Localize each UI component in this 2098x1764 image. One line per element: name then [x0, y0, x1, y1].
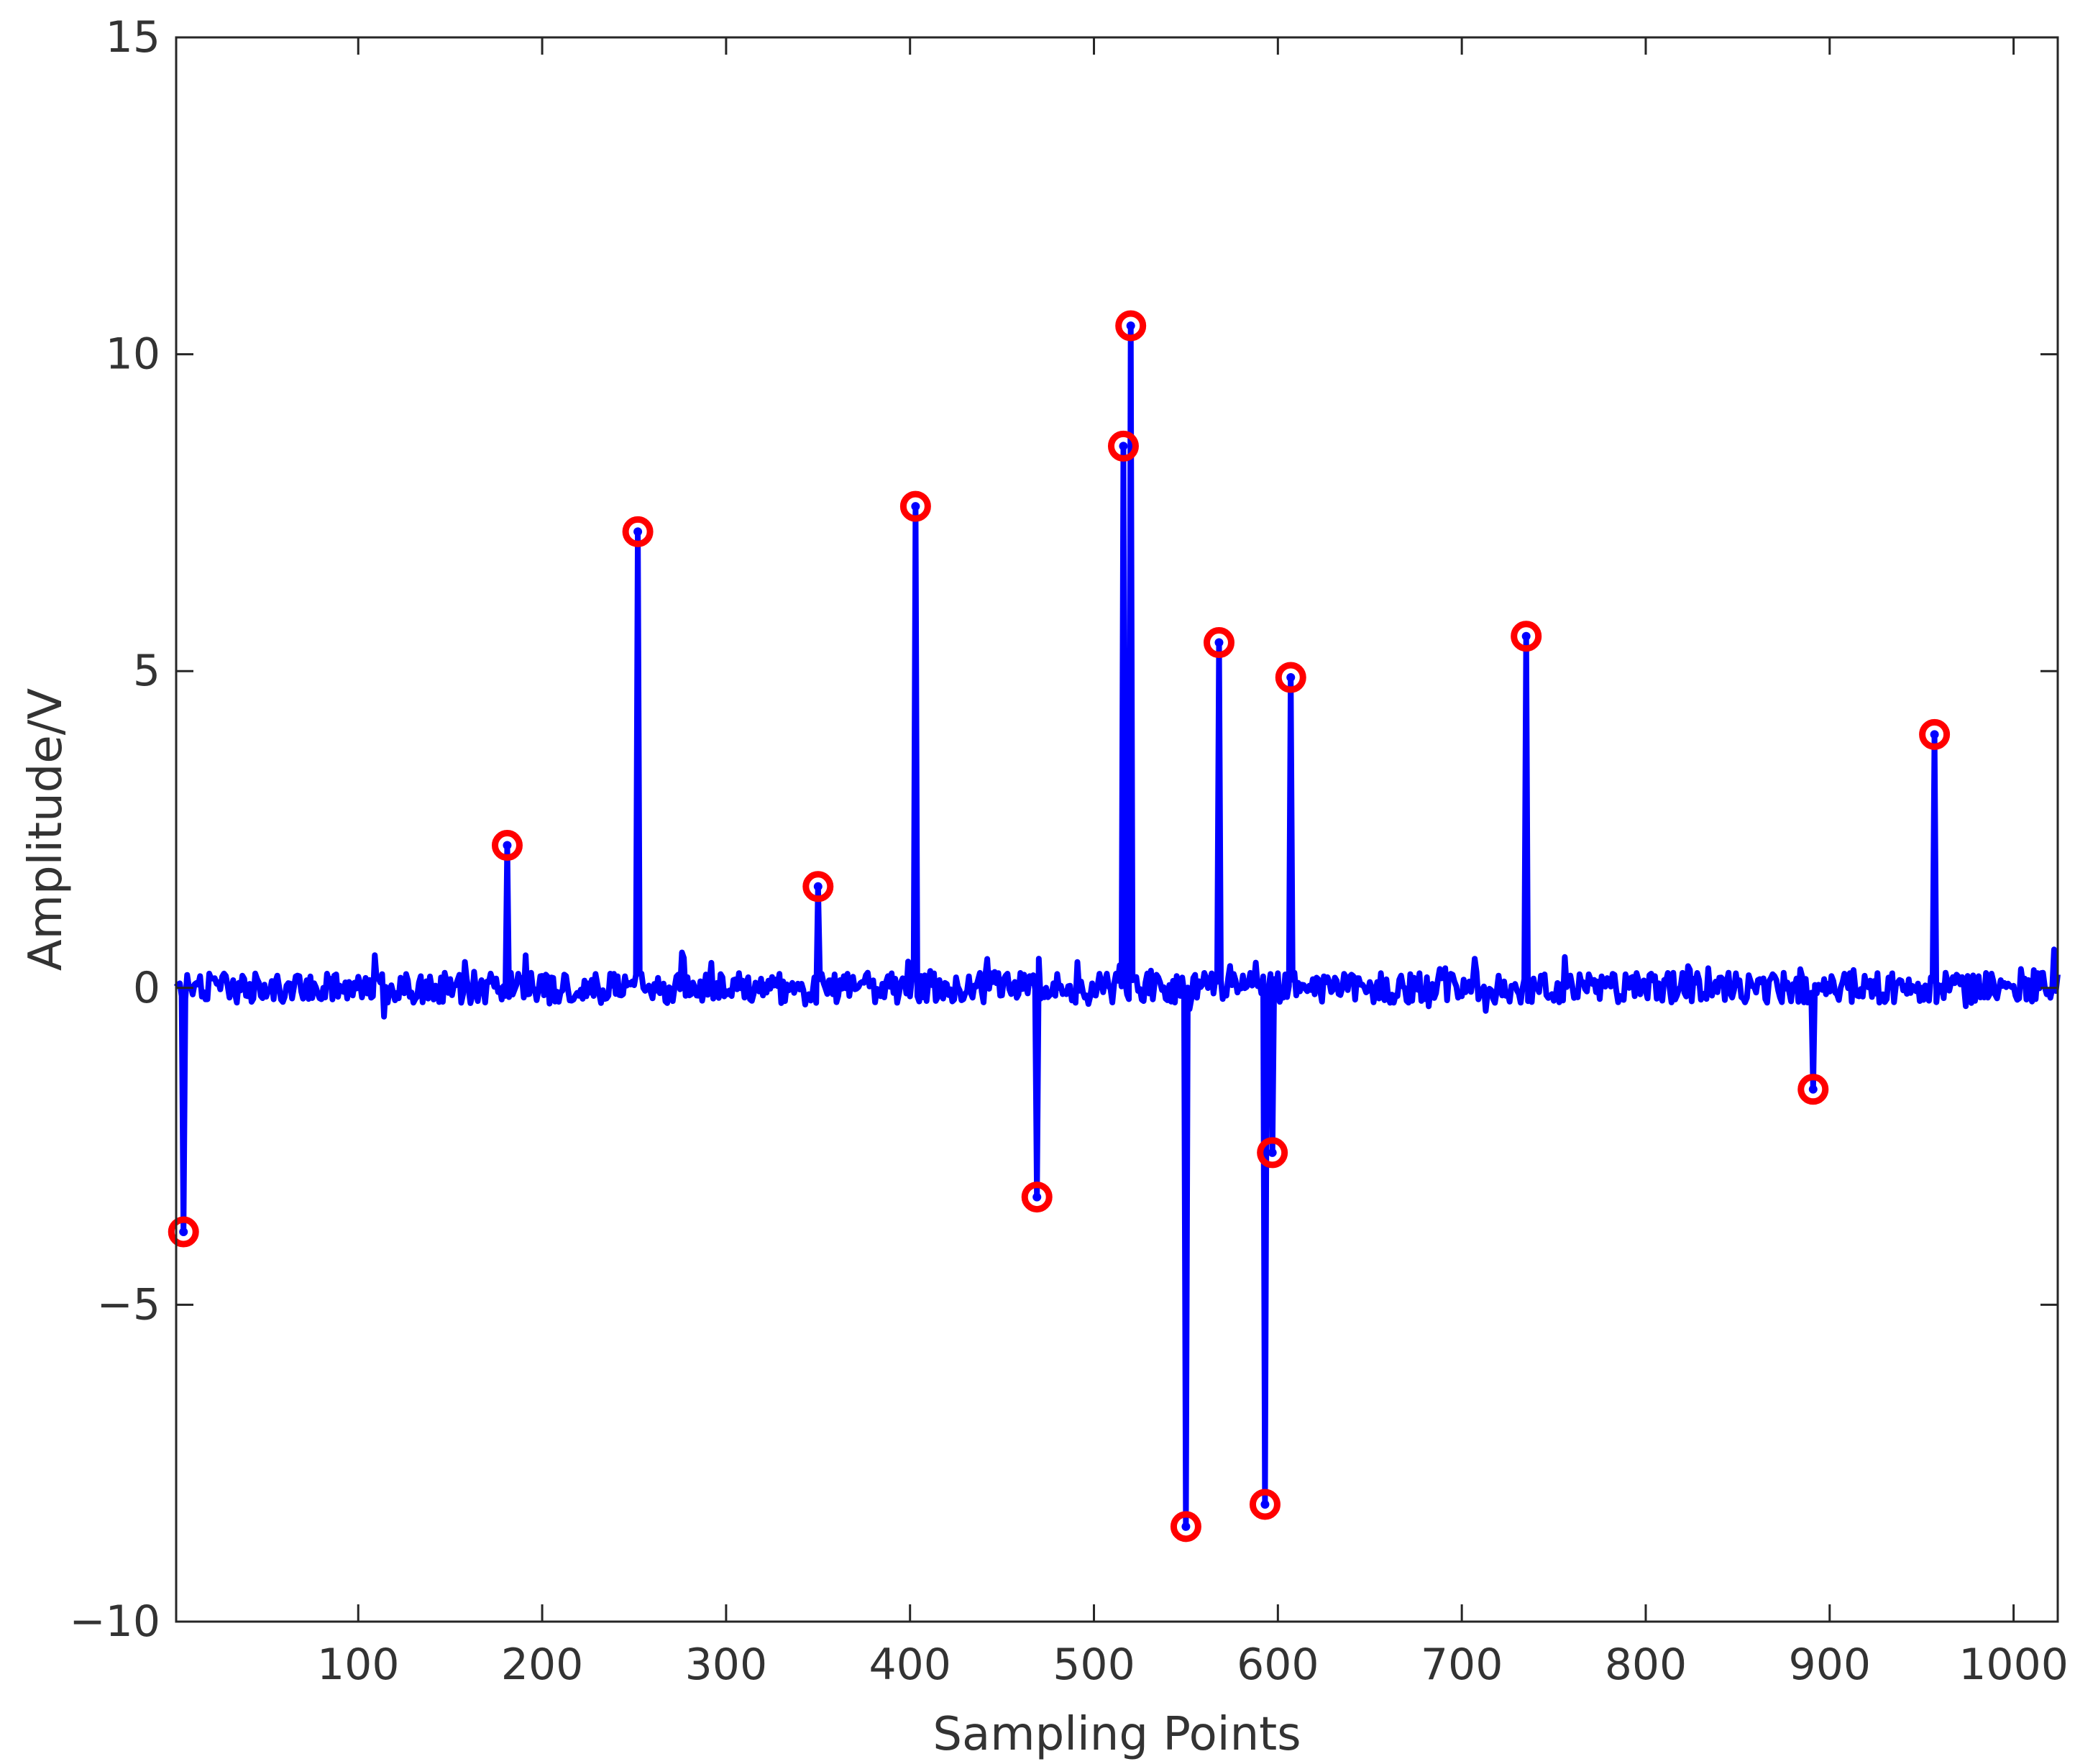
peak-marker-ring: [1797, 1074, 1829, 1105]
signal-line: [173, 322, 2061, 1530]
peak-marker-dot: [813, 882, 823, 891]
peak-marker-dot: [1930, 730, 1939, 739]
peak-marker-ring: [1275, 662, 1306, 693]
peak-marker-ring: [1257, 1137, 1288, 1169]
peak-marker-dot: [1032, 1192, 1042, 1202]
x-tick-label: 1000: [1959, 1640, 2069, 1690]
peak-marker-ring: [802, 871, 834, 902]
peak-marker-ring: [1170, 1511, 1201, 1543]
peak-marker: [802, 871, 834, 902]
peak-marker: [899, 490, 931, 522]
peak-marker: [1107, 430, 1139, 462]
y-tick-label: 10: [106, 329, 160, 380]
peak-marker-dot: [1126, 321, 1135, 330]
y-tick-label: −5: [97, 1279, 160, 1330]
peak-marker: [168, 1216, 199, 1248]
peak-marker-dot: [633, 527, 643, 536]
peak-marker-dot: [911, 502, 920, 511]
peak-marker-ring: [622, 516, 654, 547]
y-tick-label: −10: [69, 1596, 160, 1647]
peak-marker-ring: [1919, 718, 1951, 750]
y-ticks: −10 −5 0 5 10 15: [69, 12, 2058, 1647]
peak-marker-dot: [1521, 631, 1531, 641]
peak-marker-ring: [168, 1216, 199, 1248]
peak-marker: [491, 830, 523, 862]
peak-marker-ring: [1021, 1182, 1053, 1213]
peak-marker-dot: [1181, 1522, 1191, 1531]
peak-marker: [1249, 1489, 1281, 1520]
x-tick-label: 300: [685, 1640, 768, 1690]
x-tick-label: 400: [869, 1640, 951, 1690]
peak-marker-ring: [491, 830, 523, 862]
peak-marker: [1797, 1074, 1829, 1105]
peak-marker-ring: [1511, 621, 1542, 652]
peak-marker-ring: [899, 490, 931, 522]
peak-marker-dot: [1260, 1499, 1270, 1509]
peak-marker-dot: [1286, 673, 1296, 682]
peak-marker-dot: [1268, 1148, 1277, 1157]
x-tick-label: 700: [1421, 1640, 1503, 1690]
peak-marker-dot: [1119, 442, 1128, 451]
x-tick-label: 200: [501, 1640, 584, 1690]
signal-series: [173, 322, 2061, 1530]
x-ticks: 100 200 300 400 500 600 700 800 900 1000: [317, 37, 2069, 1690]
peak-marker: [1203, 627, 1234, 659]
x-tick-label: 100: [317, 1640, 400, 1690]
peak-marker-ring: [1107, 430, 1139, 462]
peak-marker-dot: [503, 841, 512, 850]
y-tick-label: 5: [133, 646, 160, 696]
x-axis-label: Sampling Points: [933, 1708, 1301, 1761]
x-tick-label: 500: [1053, 1640, 1135, 1690]
y-tick-label: 15: [106, 12, 160, 63]
peak-marker: [622, 516, 654, 547]
peak-marker-ring: [1115, 310, 1147, 342]
peak-marker: [1919, 718, 1951, 750]
peak-markers: [168, 310, 1951, 1543]
peak-marker-ring: [1249, 1489, 1281, 1520]
peak-marker-dot: [1214, 638, 1224, 647]
peak-marker-dot: [1808, 1084, 1818, 1094]
x-tick-label: 600: [1237, 1640, 1319, 1690]
x-tick-label: 900: [1789, 1640, 1872, 1690]
y-tick-label: 0: [133, 963, 160, 1013]
peak-marker: [1170, 1511, 1201, 1543]
axes-box: [175, 36, 2059, 1623]
peak-marker: [1021, 1182, 1053, 1213]
y-axis-label: Amplitude/V: [19, 688, 73, 972]
peak-marker-dot: [179, 1228, 188, 1237]
peak-marker: [1115, 310, 1147, 342]
peak-marker: [1257, 1137, 1288, 1169]
peak-marker: [1275, 662, 1306, 693]
x-tick-label: 800: [1605, 1640, 1687, 1690]
peak-marker: [1511, 621, 1542, 652]
peak-marker-ring: [1203, 627, 1234, 659]
